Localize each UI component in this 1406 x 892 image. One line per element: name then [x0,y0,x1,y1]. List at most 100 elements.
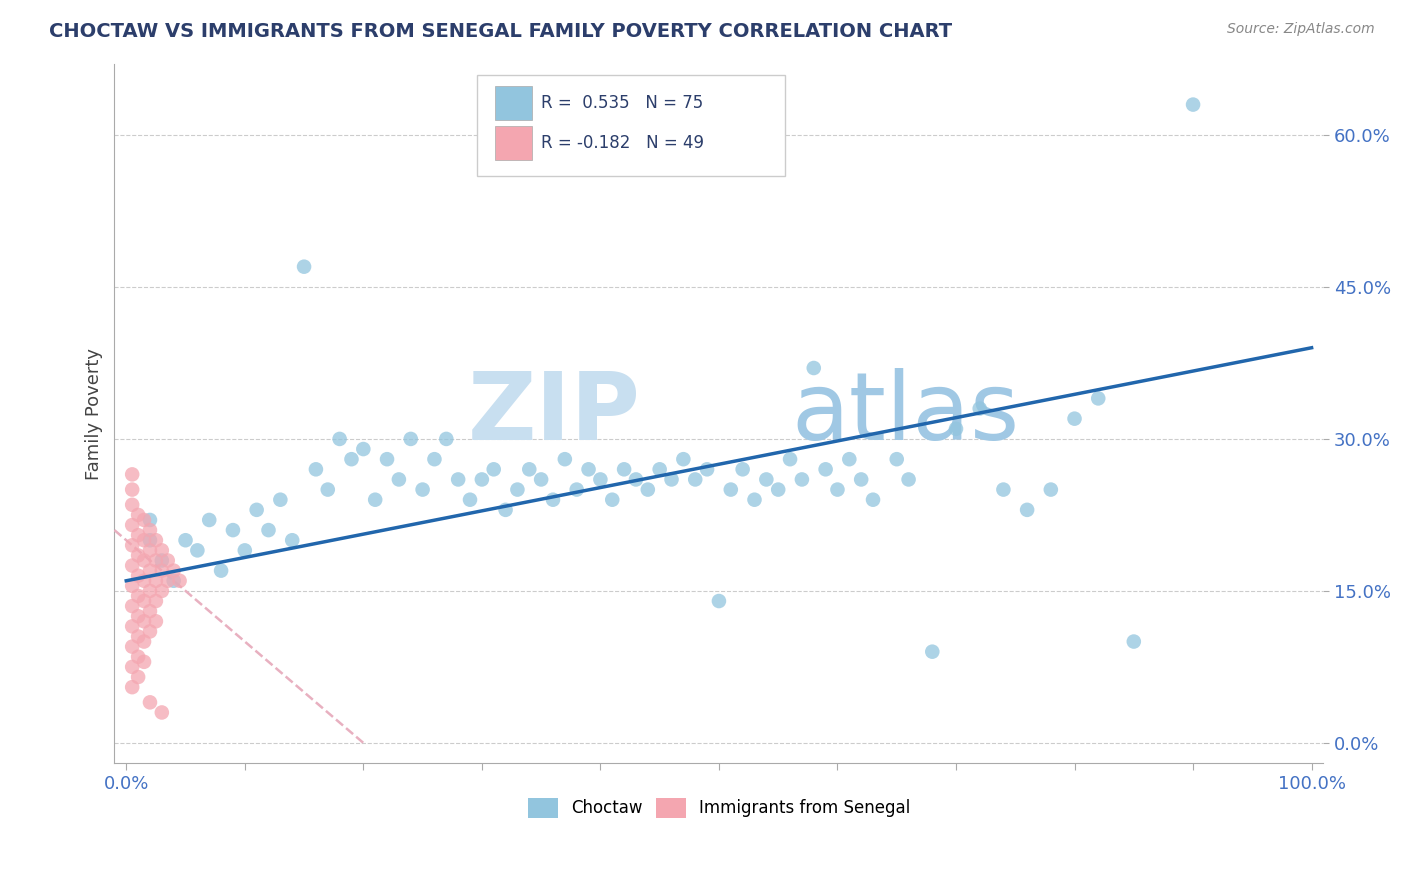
Point [127,568,149,582]
Point [139,583,162,598]
Point [139,533,162,548]
Point [139,624,162,639]
Point [1182,97,1205,112]
Point [672,452,695,467]
Text: CHOCTAW VS IMMIGRANTS FROM SENEGAL FAMILY POVERTY CORRELATION CHART: CHOCTAW VS IMMIGRANTS FROM SENEGAL FAMIL… [49,22,952,41]
Point [139,543,162,558]
Point [186,543,208,558]
Point [613,462,636,476]
Point [589,472,612,486]
Point [132,574,155,588]
Point [139,604,162,618]
Point [121,538,143,552]
Point [121,498,143,512]
Point [121,599,143,613]
Point [198,513,221,527]
FancyBboxPatch shape [477,75,786,176]
Point [506,483,529,497]
Point [661,472,683,486]
Point [683,472,706,486]
Point [163,574,186,588]
Point [156,553,179,567]
Point [305,462,328,476]
Point [127,528,149,542]
Point [648,462,671,476]
Point [637,483,659,497]
Point [169,574,191,588]
Point [127,670,149,684]
Point [329,432,352,446]
Point [578,462,600,476]
Point [150,706,173,720]
Point [827,483,849,497]
Point [862,492,884,507]
Point [1122,634,1144,648]
FancyBboxPatch shape [495,87,531,120]
Point [132,533,155,548]
Point [127,589,149,603]
Point [292,260,315,274]
Text: atlas: atlas [792,368,1019,459]
Point [145,533,167,548]
Point [1039,483,1062,497]
Point [766,483,789,497]
Point [139,564,162,578]
Point [150,553,173,567]
Point [174,533,197,548]
Point [600,492,623,507]
Point [121,680,143,694]
Point [388,472,411,486]
Point [364,492,387,507]
Point [945,422,967,436]
Point [340,452,363,467]
Point [150,564,173,578]
Point [803,361,825,376]
Text: R =  0.535   N = 75: R = 0.535 N = 75 [541,95,703,112]
Point [707,594,730,608]
Point [814,462,837,476]
Point [458,492,481,507]
Point [744,492,766,507]
Point [127,549,149,563]
Point [851,472,873,486]
Point [624,472,647,486]
Point [886,452,908,467]
Point [145,615,167,629]
Point [209,564,232,578]
Point [150,543,173,558]
Point [1017,503,1039,517]
Point [423,452,446,467]
Point [993,483,1015,497]
Point [132,594,155,608]
Point [132,513,155,527]
Point [471,472,494,486]
Point [121,558,143,573]
Point [257,523,280,537]
Point [139,523,162,537]
Point [222,523,245,537]
Point [139,513,162,527]
Legend: Choctaw, Immigrants from Senegal: Choctaw, Immigrants from Senegal [520,791,917,825]
Point [1087,392,1109,406]
Point [121,518,143,533]
Point [790,472,813,486]
Point [246,503,269,517]
Point [132,655,155,669]
Point [281,533,304,548]
Point [530,472,553,486]
Point [132,615,155,629]
Point [145,594,167,608]
Point [156,574,179,588]
Point [132,634,155,648]
FancyBboxPatch shape [495,127,531,160]
Point [121,640,143,654]
Point [897,472,920,486]
Point [145,574,167,588]
Point [969,401,991,416]
Point [127,609,149,624]
Point [139,695,162,709]
Point [121,660,143,674]
Point [541,492,564,507]
Point [375,452,398,467]
Point [352,442,374,456]
